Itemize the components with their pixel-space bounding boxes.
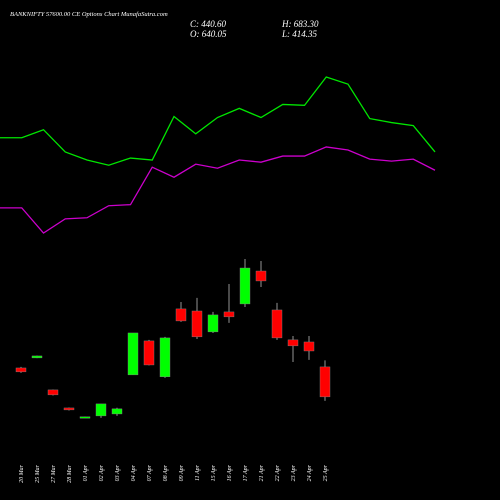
x-tick-label: 03 Apr bbox=[115, 464, 121, 481]
candle-body bbox=[79, 416, 91, 419]
x-tick-label: 28 Mar bbox=[67, 464, 73, 482]
x-tick-label: 02 Apr bbox=[99, 464, 105, 481]
x-tick-label: 15 Apr bbox=[211, 464, 217, 481]
open-label: O: 640.05 bbox=[190, 29, 227, 39]
x-tick-label: 23 Apr bbox=[291, 464, 297, 481]
candle-body bbox=[175, 308, 187, 322]
x-tick-label: 01 Apr bbox=[83, 464, 89, 481]
x-tick-label: 04 Apr bbox=[130, 464, 137, 481]
low-label: L: 414.35 bbox=[281, 29, 318, 39]
chart-title: BANKNIFTY 57600.00 CE Options Chart Muna… bbox=[10, 11, 168, 18]
candle-body bbox=[271, 309, 283, 339]
x-tick-label: 20 Mar bbox=[19, 464, 25, 482]
x-tick-label: 16 Apr bbox=[227, 464, 233, 481]
candle-body bbox=[319, 366, 331, 398]
average-line bbox=[0, 76, 436, 166]
x-tick-label: 25 Apr bbox=[323, 464, 329, 481]
high-label: H: 683.30 bbox=[281, 19, 319, 29]
candle-body bbox=[191, 310, 203, 338]
x-tick-label: 25 Mar bbox=[35, 464, 41, 482]
candle-body bbox=[255, 270, 267, 282]
x-tick-label: 21 Apr bbox=[259, 464, 265, 481]
x-tick-label: 11 Apr bbox=[195, 464, 201, 481]
candle-body bbox=[47, 389, 59, 396]
x-tick-label: 07 Apr bbox=[147, 464, 153, 481]
candle-body bbox=[31, 355, 43, 359]
candle-body bbox=[111, 408, 123, 415]
candle-body bbox=[287, 339, 299, 347]
candle-body bbox=[143, 340, 155, 366]
candle-body bbox=[223, 311, 235, 318]
candle-body bbox=[63, 407, 75, 411]
close-label: C: 440.60 bbox=[190, 19, 227, 29]
candle-body bbox=[207, 314, 219, 333]
candle-body bbox=[303, 341, 315, 352]
x-tick-label: 24 Apr bbox=[306, 464, 313, 481]
candle-body bbox=[159, 337, 171, 378]
candle-body bbox=[239, 267, 251, 305]
x-tick-label: 17 Apr bbox=[243, 464, 249, 481]
x-tick-label: 27 Mar bbox=[51, 464, 57, 482]
x-tick-label: 22 Apr bbox=[275, 464, 281, 481]
x-tick-label: 08 Apr bbox=[163, 464, 169, 481]
x-tick-label: 09 Apr bbox=[179, 464, 185, 481]
candle-body bbox=[15, 367, 27, 373]
candle-body bbox=[95, 403, 107, 417]
candle-body bbox=[127, 332, 139, 376]
average-line bbox=[0, 146, 436, 234]
